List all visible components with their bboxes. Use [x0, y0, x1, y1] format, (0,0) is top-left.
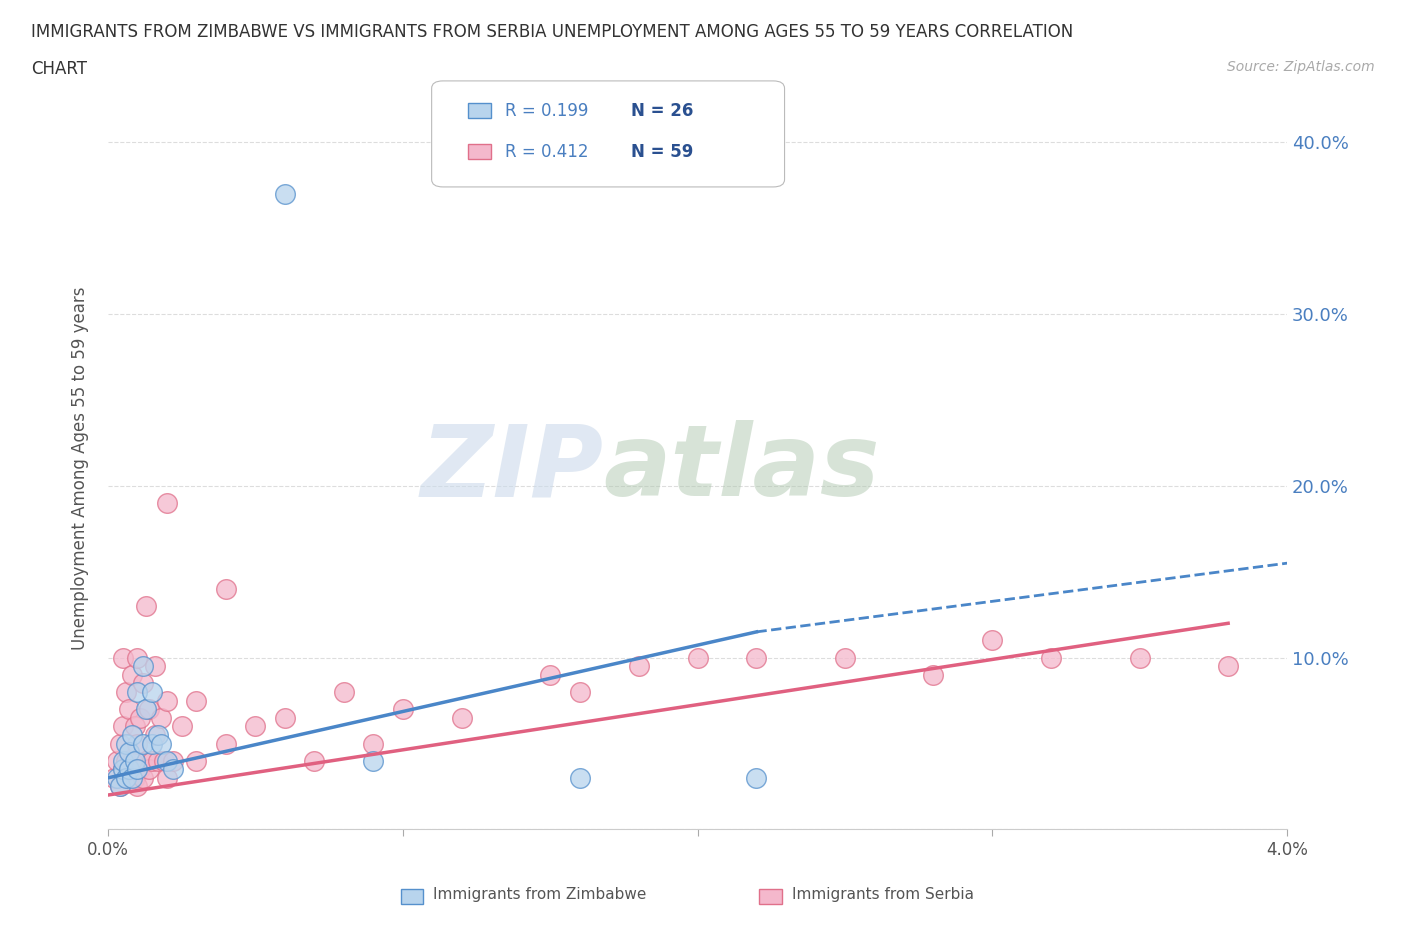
Point	[121, 668, 143, 683]
Point	[138, 702, 160, 717]
Point	[111, 650, 134, 665]
Point	[108, 779, 131, 794]
Text: N = 59: N = 59	[631, 142, 693, 161]
Point	[361, 736, 384, 751]
Point	[215, 736, 238, 751]
Point	[127, 736, 149, 751]
Point	[117, 770, 139, 785]
Point	[304, 753, 326, 768]
Point	[141, 753, 163, 768]
Point	[156, 496, 179, 511]
Point	[108, 736, 131, 751]
Point	[162, 753, 184, 768]
Point	[627, 658, 650, 673]
Point	[121, 753, 143, 768]
Point	[361, 753, 384, 768]
Point	[117, 762, 139, 777]
Point	[143, 727, 166, 742]
Point	[135, 599, 157, 614]
Point	[146, 727, 169, 742]
Point	[108, 779, 131, 794]
Point	[121, 770, 143, 785]
Point	[568, 770, 591, 785]
Point	[114, 736, 136, 751]
Point	[143, 658, 166, 673]
Point	[114, 753, 136, 768]
Point	[129, 711, 152, 725]
Text: Immigrants from Zimbabwe: Immigrants from Zimbabwe	[433, 887, 647, 902]
Point	[274, 186, 297, 201]
Text: R = 0.412: R = 0.412	[505, 142, 588, 161]
Point	[156, 693, 179, 708]
Point	[162, 762, 184, 777]
Point	[538, 668, 561, 683]
Text: atlas: atlas	[603, 420, 880, 517]
Point	[1040, 650, 1063, 665]
Point	[146, 753, 169, 768]
Point	[117, 702, 139, 717]
Text: ZIP: ZIP	[420, 420, 603, 517]
Point	[245, 719, 267, 734]
Point	[132, 676, 155, 691]
Point	[132, 658, 155, 673]
Point	[981, 633, 1004, 648]
Text: Immigrants from Serbia: Immigrants from Serbia	[792, 887, 973, 902]
Point	[127, 762, 149, 777]
Point	[124, 753, 146, 768]
Text: N = 26: N = 26	[631, 101, 693, 120]
Point	[1216, 658, 1239, 673]
Point	[922, 668, 945, 683]
Point	[170, 719, 193, 734]
Point	[215, 581, 238, 596]
Y-axis label: Unemployment Among Ages 55 to 59 years: Unemployment Among Ages 55 to 59 years	[72, 287, 89, 650]
Point	[186, 693, 208, 708]
Point	[391, 702, 413, 717]
Point	[105, 753, 128, 768]
Point	[150, 711, 173, 725]
Point	[568, 684, 591, 699]
Point	[111, 762, 134, 777]
Text: Source: ZipAtlas.com: Source: ZipAtlas.com	[1227, 60, 1375, 74]
Point	[686, 650, 709, 665]
Point	[103, 770, 125, 785]
Point	[132, 770, 155, 785]
Text: IMMIGRANTS FROM ZIMBABWE VS IMMIGRANTS FROM SERBIA UNEMPLOYMENT AMONG AGES 55 TO: IMMIGRANTS FROM ZIMBABWE VS IMMIGRANTS F…	[31, 23, 1073, 41]
Point	[138, 762, 160, 777]
Point	[1129, 650, 1152, 665]
Point	[450, 711, 472, 725]
Point	[150, 736, 173, 751]
Point	[124, 770, 146, 785]
Point	[129, 762, 152, 777]
Point	[121, 727, 143, 742]
Point	[141, 736, 163, 751]
Point	[111, 762, 134, 777]
Point	[135, 753, 157, 768]
Text: CHART: CHART	[31, 60, 87, 78]
Point	[333, 684, 356, 699]
Point	[111, 719, 134, 734]
Point	[141, 684, 163, 699]
Text: R = 0.199: R = 0.199	[505, 101, 588, 120]
Point	[156, 753, 179, 768]
Point	[114, 684, 136, 699]
Point	[127, 684, 149, 699]
Point	[105, 770, 128, 785]
Point	[156, 770, 179, 785]
Point	[135, 702, 157, 717]
Point	[186, 753, 208, 768]
Point	[834, 650, 856, 665]
Point	[124, 719, 146, 734]
Point	[111, 753, 134, 768]
Point	[127, 779, 149, 794]
Point	[114, 770, 136, 785]
Point	[127, 650, 149, 665]
Point	[274, 711, 297, 725]
Point	[132, 736, 155, 751]
Point	[117, 745, 139, 760]
Point	[153, 753, 176, 768]
Point	[745, 770, 768, 785]
Point	[745, 650, 768, 665]
